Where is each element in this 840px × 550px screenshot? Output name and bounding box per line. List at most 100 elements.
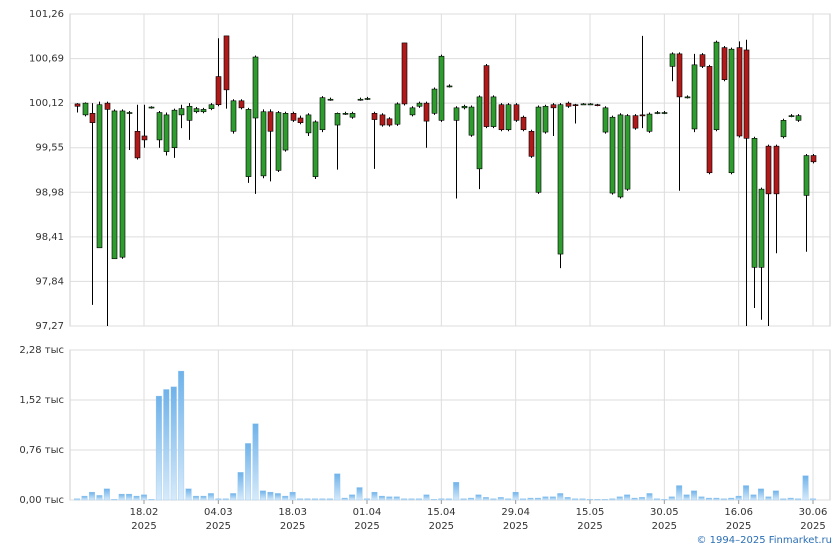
volume-bar [624,494,631,501]
candle-body [431,88,438,114]
candle-body [96,104,103,249]
candle-body [193,108,200,113]
volume-bar [460,498,467,501]
volume-bar [371,491,378,501]
candle-body [386,118,393,126]
volume-bar [133,495,140,501]
candle-body [134,130,141,159]
volume-bar [185,488,192,501]
candle-body [453,107,460,121]
candle-body [171,109,178,149]
candle-body [736,47,743,137]
candle-body [691,64,698,130]
volume-bar [74,498,81,501]
volume-bar [631,497,638,501]
volume-bar [728,497,735,501]
candle-body [535,106,542,193]
candle-body [327,98,334,101]
candle-body [520,116,527,131]
candle-body [706,66,713,174]
volume-bar [312,498,318,501]
candle-body [371,113,378,120]
volume-bar [378,495,385,501]
volume-bar [520,498,527,501]
x-tick-label: 04.03 2025 [204,507,233,532]
candle-body [409,107,416,116]
candle-body [357,98,364,101]
volume-bar [653,498,660,501]
candle-body [803,155,810,196]
candle-body [364,98,371,100]
candle-body [275,112,282,171]
candle-body [528,130,535,157]
candle-body [646,113,653,132]
candle-body [223,35,230,91]
volume-bar [735,495,742,501]
volume-bar [780,498,787,501]
y-tick-label: 0,00 тыс [19,495,64,506]
candle-body [490,96,497,127]
volume-bar [438,498,445,501]
x-tick-label: 16.06 2025 [724,507,753,532]
volume-bar [341,497,348,501]
volume-bar [304,498,311,501]
candle-body [743,49,750,139]
volume-bar [163,389,170,501]
x-tick-label: 01.04 2025 [352,507,382,532]
candle-body [498,104,505,131]
volume-bar [222,498,229,501]
volume-bar [103,488,110,501]
y-tick-label: 98,98 [35,187,64,198]
candle-body [126,112,133,114]
candle-body [104,102,111,110]
candle-body [394,103,401,125]
volume-bar [267,491,274,501]
volume-bar [639,497,645,501]
volume-bar [326,498,333,501]
volume-bar [282,495,289,501]
candle-body [565,102,572,107]
candle-body [401,42,408,105]
candle-body [557,104,564,255]
volume-bar [542,496,549,501]
volume-bar [445,498,452,501]
candle-body [810,155,817,163]
candle-body [728,48,735,174]
candle-body [342,113,349,115]
candle-body [178,108,185,116]
candle-body [461,105,468,109]
candle-body [572,104,579,107]
candle-body [602,107,609,133]
candle-body [245,109,252,177]
volume-bar [155,395,162,501]
volume-bar [579,498,586,501]
candle-body [297,117,304,123]
candle-body [416,102,423,107]
candle-body [713,41,720,131]
volume-bar [89,491,95,501]
volume-bar [170,386,177,501]
candle-body [676,53,683,98]
volume-bar [512,491,519,501]
candle-body [74,103,81,107]
volume-bar [572,498,579,501]
volume-bar [490,498,497,501]
x-tick-label: 30.05 2025 [650,507,679,532]
candle-body [438,55,445,121]
candle-body [609,116,616,194]
y-tick-label: 0,76 тыс [19,445,64,456]
volume-bar [497,497,504,501]
volume-bar [772,490,779,501]
volume-bar [549,496,556,501]
volume-bar [297,498,304,501]
volume-bar [178,370,185,501]
candle-body [267,111,274,132]
volume-bar [683,494,690,501]
volume-bar [535,497,541,501]
volume-bar [810,498,816,501]
volume-bar [423,494,430,501]
candle-body [186,105,193,121]
volume-bar [750,494,757,501]
candle-body [751,138,758,268]
